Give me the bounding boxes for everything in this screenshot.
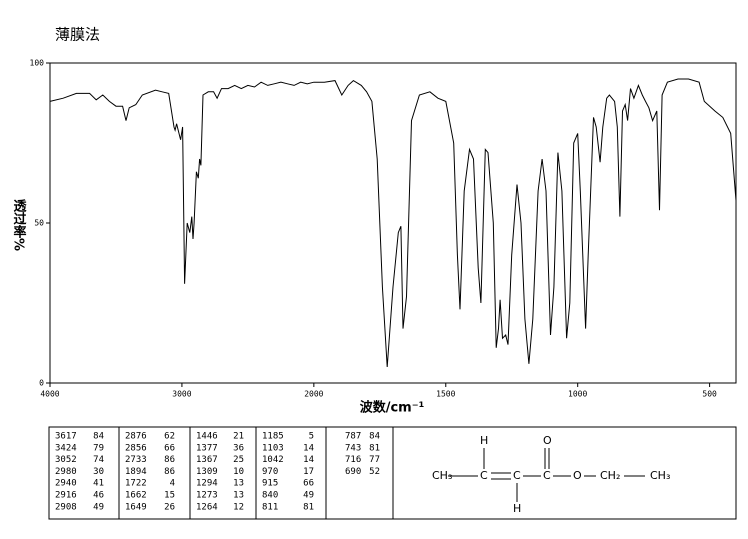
peak-wavenumber: 2733 [125,455,147,465]
y-tick-label: 50 [34,219,44,228]
peak-transmittance: 79 [93,443,104,453]
peak-wavenumber: 1649 [125,502,147,512]
x-tick-label: 500 [702,390,717,399]
peak-transmittance: 4 [170,479,175,489]
peak-wavenumber: 743 [345,443,361,453]
peak-transmittance: 46 [93,491,104,501]
peak-wavenumber: 1662 [125,491,147,501]
peak-wavenumber: 2876 [125,432,147,442]
peak-wavenumber: 787 [345,432,361,442]
y-axis-label: 透过率% [11,199,27,251]
chart-title: 薄膜法 [55,26,100,44]
x-tick-label: 1000 [568,390,587,399]
peak-wavenumber: 1042 [262,455,284,465]
bonds [448,448,645,502]
peak-transmittance: 21 [233,432,244,442]
peak-transmittance: 13 [233,479,244,489]
peak-transmittance: 66 [164,443,175,453]
atom-label: H [513,502,521,515]
atom-label: CH₃ [650,469,670,482]
atom-label: O [573,469,582,482]
x-axis-label: 波数/cm⁻¹ [360,400,425,416]
atom-label: C [543,469,551,482]
spectrum-line [49,78,737,368]
peak-wavenumber: 1377 [196,443,218,453]
peak-transmittance: 77 [369,455,380,465]
peak-wavenumber: 970 [262,467,278,477]
peak-wavenumber: 1894 [125,467,147,477]
peak-wavenumber: 1309 [196,467,218,477]
peak-transmittance: 36 [233,443,244,453]
peak-transmittance: 66 [303,479,314,489]
peak-transmittance: 41 [93,479,104,489]
atom-label: CH₂ [600,469,620,482]
peak-transmittance: 17 [303,467,314,477]
peak-transmittance: 14 [303,455,314,465]
x-tick-label: 3000 [172,390,191,399]
peak-wavenumber: 2908 [55,502,77,512]
peak-wavenumber: 3424 [55,443,77,453]
plot-frame [49,62,737,384]
peak-transmittance: 81 [303,502,314,512]
peak-wavenumber: 915 [262,479,278,489]
x-tick-label: 4000 [40,390,59,399]
peak-transmittance: 84 [93,432,104,442]
peak-wavenumber: 2856 [125,443,147,453]
y-tick-label: 100 [30,59,45,68]
x-tick-label: 2000 [304,390,323,399]
peak-transmittance: 86 [164,455,175,465]
atom-label: C [513,469,521,482]
atom-label: O [543,434,552,447]
peak-wavenumber: 1446 [196,432,218,442]
peak-transmittance: 30 [93,467,104,477]
peak-transmittance: 14 [303,443,314,453]
peak-wavenumber: 2980 [55,467,77,477]
table-dividers [118,427,394,519]
peak-wavenumber: 1294 [196,479,218,489]
peak-transmittance: 84 [369,432,380,442]
peak-transmittance: 25 [233,455,244,465]
peak-transmittance: 5 [309,432,314,442]
peak-transmittance: 49 [93,502,104,512]
peak-wavenumber: 3617 [55,432,77,442]
peak-wavenumber: 2916 [55,491,77,501]
peak-transmittance: 62 [164,432,175,442]
peak-transmittance: 81 [369,443,380,453]
peak-transmittance: 49 [303,491,314,501]
peak-transmittance: 26 [164,502,175,512]
peak-wavenumber: 690 [345,467,361,477]
atom-label: C [480,469,488,482]
peak-wavenumber: 2940 [55,479,77,489]
peak-transmittance: 52 [369,467,380,477]
y-tick-label: 0 [39,379,44,388]
peak-transmittance: 74 [93,455,104,465]
peak-wavenumber: 1722 [125,479,147,489]
x-tick-label: 1500 [436,390,455,399]
peak-transmittance: 15 [164,491,175,501]
peak-transmittance: 13 [233,491,244,501]
atom-label: H [480,434,488,447]
peak-wavenumber: 716 [345,455,361,465]
peak-transmittance: 86 [164,467,175,477]
peak-wavenumber: 1273 [196,491,218,501]
peak-wavenumber: 3052 [55,455,77,465]
peak-transmittance: 12 [233,502,244,512]
peak-wavenumber: 1103 [262,443,284,453]
peak-wavenumber: 1264 [196,502,218,512]
peak-wavenumber: 840 [262,491,278,501]
peak-wavenumber: 1367 [196,455,218,465]
peak-wavenumber: 811 [262,502,278,512]
peak-transmittance: 10 [233,467,244,477]
peak-wavenumber: 1185 [262,432,284,442]
atom-label: CH₃ [432,469,452,482]
